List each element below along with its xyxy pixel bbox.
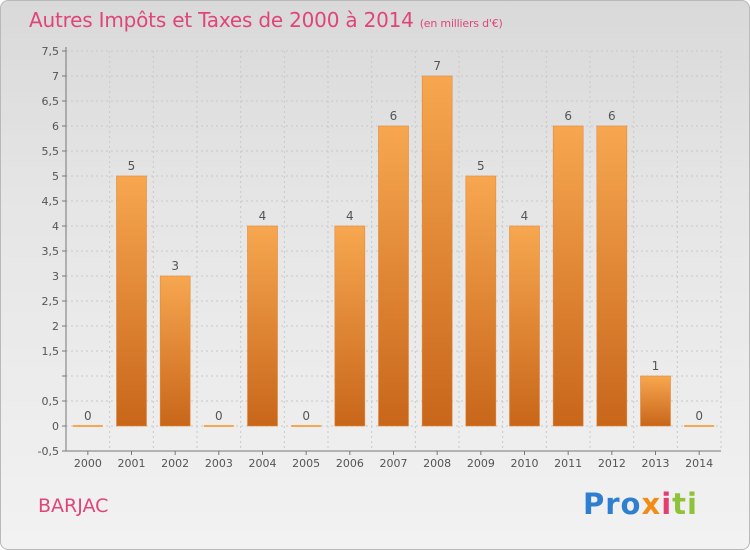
x-tick-label: 2004 [249, 457, 277, 470]
x-tick-labels: 2000 2001 2002 2003 2004 2005 2006 2007 2008 2009… [74, 457, 713, 470]
x-tick-label: 2009 [467, 457, 495, 470]
data-label: 0 [84, 409, 92, 423]
x-tick-label: 2007 [380, 457, 408, 470]
data-label: 0 [215, 409, 223, 423]
y-tick-label: 2 [52, 320, 59, 333]
logo-part-4: ti [672, 487, 698, 521]
y-tick-label: 0 [52, 420, 59, 433]
data-label: 4 [521, 209, 529, 223]
data-label: 6 [564, 109, 572, 123]
y-tick-labels: -0,5 0 0,5 1,5 2 2,5 3 3,5 4 4,5 5 5,5 6 6,5 7 7,5 [38, 45, 59, 458]
bars [72, 75, 715, 427]
bar [640, 375, 671, 427]
bar [247, 225, 278, 427]
location-name: BARJAC [38, 495, 109, 517]
data-label: 5 [128, 159, 136, 173]
data-label: 5 [477, 159, 485, 173]
y-tick-label: 6 [52, 120, 59, 133]
bar [684, 425, 715, 427]
y-tick-label: 5 [52, 170, 59, 183]
x-tick-label: 2001 [118, 457, 146, 470]
data-label: 6 [608, 109, 616, 123]
bar [116, 175, 147, 427]
x-tick-label: 2010 [511, 457, 539, 470]
bar [159, 275, 191, 427]
logo-part-3: i [661, 487, 673, 521]
y-tick-label: 3 [52, 270, 59, 283]
y-tick-label: 7,5 [42, 45, 60, 58]
x-tick-label: 2000 [74, 457, 102, 470]
x-tick-label: 2005 [292, 457, 320, 470]
y-tick-label: 4 [52, 220, 59, 233]
x-tick-label: 2003 [205, 457, 233, 470]
data-label: 3 [171, 259, 179, 273]
bar [552, 125, 584, 427]
axes [62, 47, 721, 455]
y-tick-label: 6,5 [42, 95, 60, 108]
bar [334, 225, 366, 427]
bar [378, 125, 409, 427]
logo-part-2: x [641, 487, 662, 521]
y-tick-label: 4,5 [42, 195, 60, 208]
data-label: 6 [390, 109, 398, 123]
bar [596, 125, 628, 427]
x-tick-label: 2013 [642, 457, 670, 470]
y-tick-label: 3,5 [42, 245, 60, 258]
x-tick-label: 2008 [423, 457, 451, 470]
x-tick-label: 2014 [685, 457, 713, 470]
data-label: 1 [652, 359, 660, 373]
bar [421, 75, 453, 427]
data-label: 0 [302, 409, 310, 423]
bar [203, 425, 234, 427]
data-label: 4 [259, 209, 267, 223]
y-tick-label: 5,5 [42, 145, 60, 158]
x-tick-label: 2006 [336, 457, 364, 470]
bar [72, 425, 103, 427]
data-label: 7 [433, 59, 441, 73]
chart-title: Autres Impôts et Taxes de 2000 à 2014 (en… [29, 8, 503, 32]
y-tick-label: 2,5 [42, 295, 60, 308]
x-tick-label: 2011 [554, 457, 582, 470]
chart-title-main: Autres Impôts et Taxes de 2000 à 2014 [29, 8, 414, 32]
bar [291, 425, 322, 427]
y-tick-label: 7 [52, 70, 59, 83]
data-label: 0 [695, 409, 703, 423]
y-tick-label: -0,5 [38, 445, 59, 458]
bar [509, 225, 540, 427]
bar [465, 175, 497, 427]
chart-title-unit: (en milliers d'€) [419, 17, 503, 30]
y-tick-label: 1,5 [42, 345, 60, 358]
data-labels: 0 5 3 0 4 0 4 6 7 5 4 6 6 1 0 [84, 59, 703, 423]
x-tick-label: 2012 [598, 457, 626, 470]
y-tick-label: 0,5 [42, 395, 60, 408]
proxiti-logo: Proxiti [583, 487, 698, 521]
logo-part-1: Pro [583, 487, 642, 521]
data-label: 4 [346, 209, 354, 223]
x-tick-label: 2002 [161, 457, 189, 470]
